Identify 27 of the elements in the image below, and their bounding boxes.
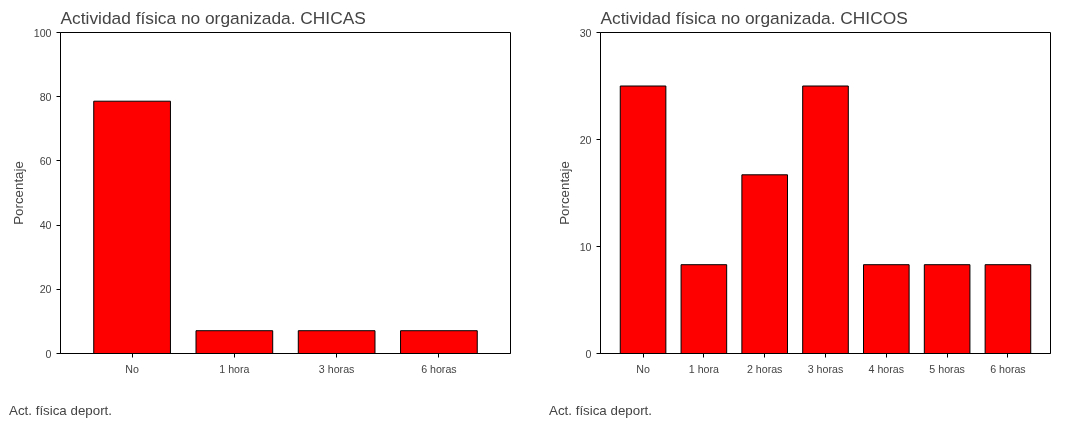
x-axis-title: Act. física deport.	[549, 402, 652, 418]
x-tick-label: 4 horas	[868, 362, 905, 375]
x-tick-label: 2 horas	[746, 362, 783, 375]
x-tick-label: No	[636, 362, 650, 375]
y-tick-label: 20	[39, 283, 52, 296]
y-tick-label: 0	[45, 347, 52, 360]
y-axis-title: Porcentaje	[10, 161, 26, 225]
y-tick-label: 40	[39, 219, 52, 232]
y-tick-label: 10	[579, 240, 592, 253]
x-tick-label: 3 horas	[807, 362, 844, 375]
x-tick-label: 5 horas	[929, 362, 965, 375]
x-tick-label: 6 horas	[990, 362, 1026, 375]
y-axis-title: Porcentaje	[556, 161, 572, 225]
y-tick-label: 20	[579, 133, 592, 146]
x-axis-title: Act. física deport.	[9, 402, 112, 418]
x-tick-label: 3 horas	[318, 362, 355, 375]
x-tick-label: 1 hora	[219, 362, 250, 375]
x-tick-label: 6 horas	[421, 362, 457, 375]
y-tick-label: 60	[39, 154, 52, 167]
y-tick-label: 30	[579, 26, 592, 39]
y-tick-label: 80	[39, 90, 52, 103]
x-tick-label: 1 hora	[688, 362, 720, 375]
y-tick-label: 0	[585, 347, 592, 360]
chart-title: Actividad física no organizada. CHICAS	[60, 7, 366, 28]
y-tick-label: 100	[33, 26, 52, 39]
chart-title: Actividad física no organizada. CHICOS	[600, 7, 908, 28]
x-tick-label: No	[125, 362, 139, 375]
